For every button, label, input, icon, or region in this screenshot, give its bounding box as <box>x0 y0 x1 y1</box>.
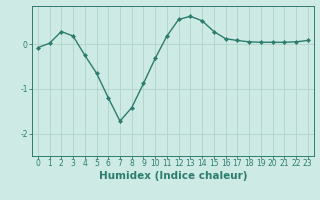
X-axis label: Humidex (Indice chaleur): Humidex (Indice chaleur) <box>99 171 247 181</box>
